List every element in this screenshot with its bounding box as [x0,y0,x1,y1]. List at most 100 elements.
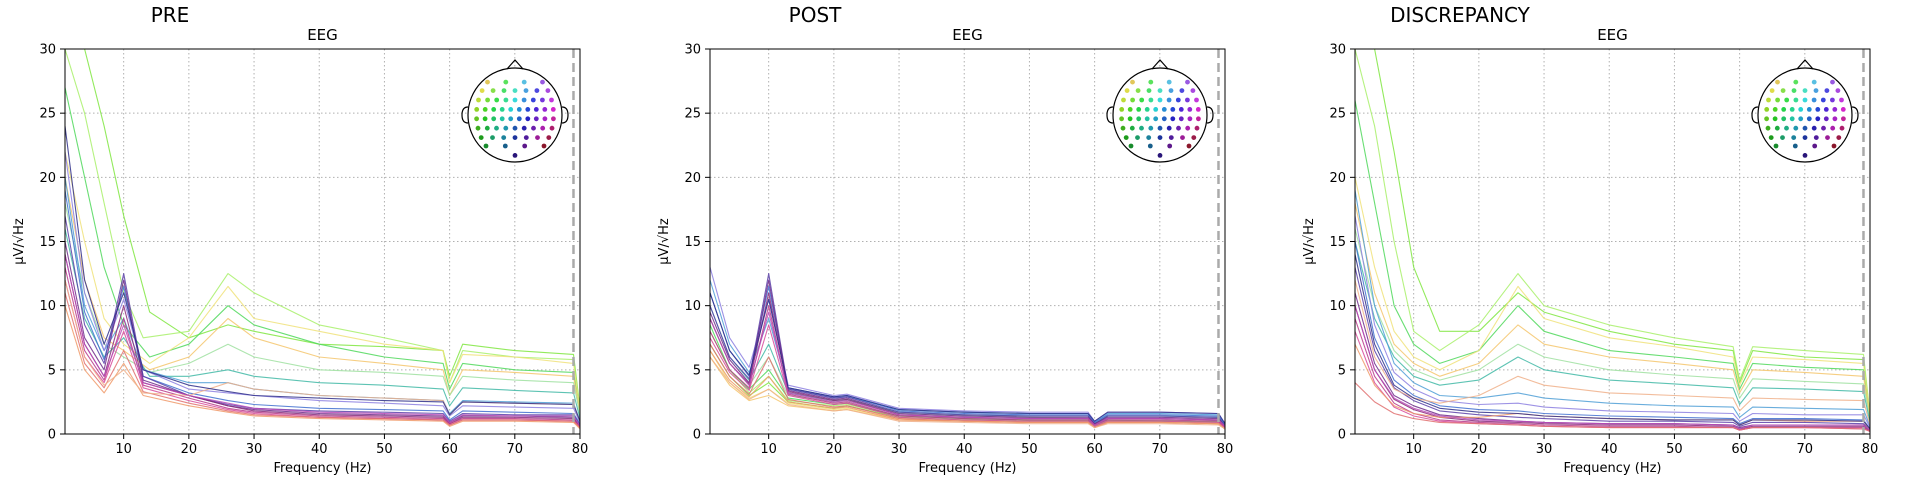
x-tick-label: 70 [1152,442,1169,457]
sensor-dot [1830,125,1836,131]
sensor-dot [478,135,484,141]
sensor-dot [502,143,508,149]
series-line [1355,190,1870,427]
discrepancy-panel: 10 20 30 40 50 60 70 80 0 5 10 15 20 25 30 DISCREPANCY E… [1302,3,1878,476]
sensor-dot [1167,143,1173,149]
series-line [65,49,580,409]
sensor-dot [1135,135,1140,141]
sensor-dot [1832,116,1838,122]
sensor-dot [1168,88,1174,93]
sensor-dot [1185,79,1190,85]
series-line [710,292,1225,427]
sensor-dot [1124,88,1130,93]
sensor-dot [1820,97,1826,103]
sensor-dot [512,153,518,158]
sensor-dot [521,125,527,131]
sensor-dot [525,107,531,112]
sensor-dot [1793,97,1799,103]
sensor-dot [1195,107,1201,112]
series-line [1355,241,1870,423]
sensor-dot [474,107,480,112]
sensor-dot [1764,116,1769,122]
sensor-dot [1157,125,1163,131]
sensor-dot [1166,79,1172,85]
x-axis-label: Frequency (Hz) [918,461,1016,476]
panel-title: DISCREPANCY [1390,3,1531,27]
sensor-dot [1187,116,1193,122]
sensor-dot [1186,143,1192,149]
sensor-dot [501,88,507,93]
sensor-dot [1802,88,1808,93]
sensor-dot [1798,116,1804,122]
sensor-dot [1136,116,1142,122]
sensor-dot [1772,116,1778,122]
sensor-dot [1802,153,1808,158]
head-outline [467,67,563,163]
sensor-dot [1836,135,1842,141]
sensor-dot [516,116,522,122]
series-line [710,279,1225,427]
sensor-dot [549,97,554,103]
y-tick-label: 20 [39,171,56,186]
sensor-dot [1146,135,1152,141]
sensor-dot [551,116,556,122]
series-line [1355,228,1870,420]
sensor-dot [1811,97,1817,103]
y-axis-label: µV/√Hz [12,218,27,265]
x-tick-label: 20 [181,442,198,457]
sensor-dot [1144,107,1150,112]
series-line [1355,202,1870,419]
series-line [65,279,580,422]
sensor-dot [1129,125,1135,131]
sensor-dot [1793,125,1799,131]
sensor-dot [482,116,488,122]
sensor-dot [1168,135,1174,141]
sensor-dot [1127,107,1133,112]
series-line [710,318,1225,427]
sensor-dot [1830,79,1835,85]
series-line [65,151,580,411]
x-tick-label: 50 [1021,442,1038,457]
sensor-dot [1191,135,1197,141]
sensor-dot [491,116,497,122]
sensor-dot [512,135,518,141]
sensor-dot [1121,97,1126,103]
sensor-dot [1127,116,1133,122]
sensor-dot [512,97,518,103]
sensor-dot [490,88,496,93]
series-line [710,356,1225,430]
sensor-dot [490,135,495,141]
sensor-dot [1823,116,1829,122]
sensor-dot [1194,125,1200,131]
sensor-dot [1774,125,1780,131]
sensor-dot [1764,107,1770,112]
panel-subtitle: EEG [952,26,983,44]
sensor-dot [540,97,545,103]
sensor-dot [531,125,536,131]
series-line [65,292,580,428]
sensor-dot [512,125,518,131]
sensor-dot [491,107,497,112]
sensor-dot [533,116,539,122]
y-tick-label: 0 [693,428,701,443]
series-line [1355,382,1870,432]
sensor-dot [1179,88,1185,93]
sensor-dot [1793,79,1799,85]
series-line [1355,49,1870,415]
sensor-dot [541,143,547,149]
sensor-dot [1136,107,1142,112]
panel-title: POST [789,3,842,27]
series-line [710,273,1225,427]
sensor-dot [499,107,505,112]
y-tick-label: 0 [48,428,56,443]
sensor-dot [1802,135,1808,141]
y-axis-label: µV/√Hz [1302,218,1317,265]
left-ear-icon [461,106,469,124]
series-line [710,311,1225,427]
sensor-dot [1153,107,1159,112]
sensor-dot [1147,143,1153,149]
sensor-dot [1841,116,1846,122]
y-tick-label: 10 [684,299,701,314]
sensor-dot [1768,135,1774,141]
y-tick-label: 30 [39,43,56,58]
